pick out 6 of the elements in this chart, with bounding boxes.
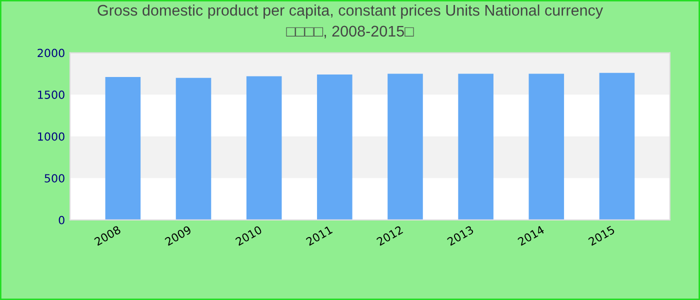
y-tick-label: 1500 [38,90,64,99]
y-tick-label: 2000 [38,48,64,58]
y-tick-label: 500 [44,174,64,183]
chart-title: Gross domestic product per capita, constant prices Units National currency □□□□, 2008-2015□ [98,4,604,38]
y-tick-label: 1000 [38,132,64,141]
y-tick-label: 0 [58,216,64,224]
